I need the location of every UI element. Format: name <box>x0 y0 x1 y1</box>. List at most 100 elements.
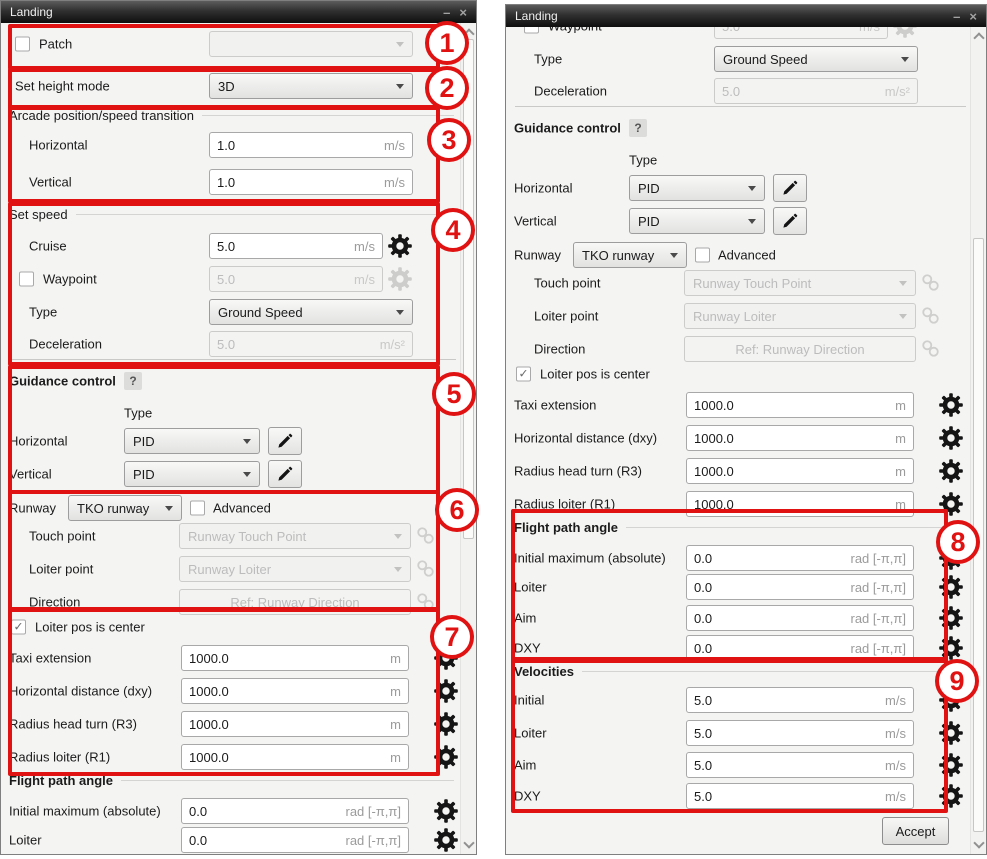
scroll-down-icon[interactable] <box>463 837 475 849</box>
waypoint-checkbox[interactable] <box>19 271 34 287</box>
edit-pencil-button[interactable] <box>773 207 807 235</box>
deceleration-input: 5.0 m/s² <box>714 78 918 104</box>
initial-maximum-unit: rad [-π,π] <box>345 803 401 819</box>
group-header-rule <box>121 779 454 781</box>
radius-head-turn-input[interactable]: 1000.0 m <box>686 458 914 484</box>
gear-icon[interactable] <box>939 393 963 417</box>
arcade-vertical-value: 1.0 <box>217 174 236 190</box>
initial-maximum-row: Initial maximum (absolute) 0.0 rad [-π,π… <box>506 545 969 571</box>
initial-maximum-input[interactable]: 0.0 rad [-π,π] <box>181 798 409 824</box>
horizontal-distance-label: Horizontal distance (dxy) <box>9 683 153 699</box>
runway-select[interactable]: TKO runway <box>68 495 182 521</box>
patch-checkbox[interactable] <box>15 36 30 52</box>
annotation-circle-6: 6 <box>435 488 479 532</box>
edit-pencil-button[interactable] <box>268 427 302 455</box>
minimize-icon[interactable]: – <box>443 4 451 20</box>
minimize-icon[interactable]: – <box>953 8 961 24</box>
velocity-aim-unit: m/s <box>885 757 906 773</box>
initial-maximum-input[interactable]: 0.0 rad [-π,π] <box>686 545 914 571</box>
advanced-label: Advanced <box>213 500 271 516</box>
fpa-dxy-input[interactable]: 0.0 rad [-π,π] <box>686 635 914 661</box>
height-mode-select[interactable]: 3D <box>209 73 413 99</box>
velocity-initial-label: Initial <box>514 692 545 708</box>
guidance-horizontal-select[interactable]: PID <box>124 428 260 454</box>
annotation-number: 9 <box>949 665 965 696</box>
arcade-vertical-input[interactable]: 1.0 m/s <box>209 169 413 195</box>
direction-label: Direction <box>29 594 81 610</box>
accept-button[interactable]: Accept <box>882 817 949 845</box>
advanced-checkbox[interactable] <box>190 500 205 516</box>
guidance-vertical-select[interactable]: PID <box>629 208 765 234</box>
arcade-vertical-unit: m/s <box>384 174 405 190</box>
velocity-initial-unit: m/s <box>885 692 906 708</box>
runway-select[interactable]: TKO runway <box>573 242 687 268</box>
fpa-loiter-unit: rad [-π,π] <box>345 832 401 848</box>
taxi-extension-input[interactable]: 1000.0 m <box>686 392 914 418</box>
scroll-down-icon[interactable] <box>973 837 985 849</box>
gear-icon[interactable] <box>434 799 458 823</box>
fpa-loiter-input[interactable]: 0.0 rad [-π,π] <box>181 827 409 853</box>
vertical-scrollbar[interactable] <box>970 27 986 854</box>
close-icon[interactable]: × <box>969 8 977 24</box>
title-bar: Landing – × <box>1 1 476 23</box>
chevron-down-icon <box>394 566 402 572</box>
advanced-checkbox[interactable] <box>695 247 710 263</box>
loiter-center-row: ✓ Loiter pos is center <box>506 361 969 387</box>
chevron-down-icon <box>396 41 404 47</box>
velocity-dxy-input[interactable]: 5.0 m/s <box>686 783 914 809</box>
deceleration-row: Deceleration 5.0 m/s² <box>1 331 459 357</box>
waypoint-value: 5.0 <box>217 271 236 287</box>
horizontal-distance-input[interactable]: 1000.0 m <box>181 678 409 704</box>
radius-head-turn-input[interactable]: 1000.0 m <box>181 711 409 737</box>
speed-type-select[interactable]: Ground Speed <box>714 46 918 72</box>
deceleration-input: 5.0 m/s² <box>209 331 413 357</box>
fpa-loiter-input[interactable]: 0.0 rad [-π,π] <box>686 574 914 600</box>
loiter-center-checkbox[interactable]: ✓ <box>516 366 531 382</box>
gear-icon[interactable] <box>939 426 963 450</box>
velocity-aim-input[interactable]: 5.0 m/s <box>686 752 914 778</box>
horizontal-distance-input[interactable]: 1000.0 m <box>686 425 914 451</box>
cruise-input[interactable]: 5.0 m/s <box>209 233 383 259</box>
guidance-horizontal-row: Horizontal PID <box>506 174 969 202</box>
close-icon[interactable]: × <box>459 4 467 20</box>
height-mode-label: Set height mode <box>15 78 110 94</box>
loiter-point-label: Loiter point <box>29 561 94 577</box>
velocity-initial-value: 5.0 <box>694 692 713 708</box>
velocities-header-text: Velocities <box>514 663 574 679</box>
guidance-vertical-select[interactable]: PID <box>124 461 260 487</box>
velocity-initial-input[interactable]: 5.0 m/s <box>686 687 914 713</box>
guidance-horizontal-select[interactable]: PID <box>629 175 765 201</box>
chevron-down-icon <box>243 471 251 477</box>
taxi-extension-input[interactable]: 1000.0 m <box>181 645 409 671</box>
velocity-aim-row: Aim 5.0 m/s <box>506 752 969 778</box>
taxi-extension-unit: m <box>390 650 401 666</box>
radius-loiter-unit: m <box>895 496 906 512</box>
fpa-loiter-row: Loiter 0.0 rad [-π,π] <box>506 574 969 600</box>
scrollbar-thumb[interactable] <box>463 39 474 539</box>
help-icon[interactable]: ? <box>629 119 647 137</box>
velocity-loiter-input[interactable]: 5.0 m/s <box>686 720 914 746</box>
arcade-header-text: Arcade position/speed transition <box>9 107 195 123</box>
waypoint-checkbox[interactable] <box>524 27 539 34</box>
flight-path-group-header: Flight path angle <box>514 518 964 536</box>
fpa-dxy-label: DXY <box>514 640 541 656</box>
help-icon[interactable]: ? <box>124 372 142 390</box>
edit-pencil-button[interactable] <box>773 174 807 202</box>
radius-loiter-input[interactable]: 1000.0 m <box>181 744 409 770</box>
taxi-extension-row: Taxi extension 1000.0 m <box>1 645 459 671</box>
arcade-horizontal-input[interactable]: 1.0 m/s <box>209 132 413 158</box>
group-header-rule <box>581 670 964 672</box>
annotation-circle-5: 5 <box>432 372 476 416</box>
cruise-row: Cruise 5.0 m/s <box>1 233 459 259</box>
edit-pencil-button[interactable] <box>268 460 302 488</box>
gear-icon[interactable] <box>434 828 458 852</box>
speed-type-select[interactable]: Ground Speed <box>209 299 413 325</box>
gear-icon[interactable] <box>939 459 963 483</box>
annotation-number: 6 <box>449 494 465 525</box>
annotation-circle-9: 9 <box>935 659 979 703</box>
patch-row: Patch <box>1 31 459 57</box>
fpa-aim-input[interactable]: 0.0 rad [-π,π] <box>686 605 914 631</box>
annotation-circle-2: 2 <box>425 66 469 110</box>
scroll-up-icon[interactable] <box>973 32 985 44</box>
link-icon <box>920 272 941 293</box>
